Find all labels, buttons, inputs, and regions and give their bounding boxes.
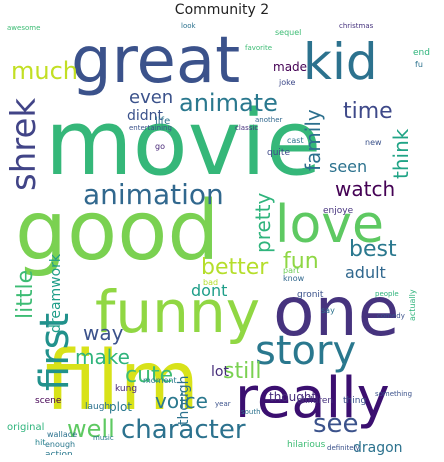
word-classic: classic bbox=[235, 124, 259, 132]
word-laugh: laugh bbox=[85, 402, 111, 412]
word-kung: kung bbox=[115, 384, 138, 394]
word-film: film bbox=[45, 334, 200, 429]
word-story: story bbox=[255, 328, 357, 374]
word-cloud: movie good film great one funny really k… bbox=[5, 21, 430, 455]
word-cute: cute bbox=[125, 363, 174, 388]
word-animate: animate bbox=[179, 89, 278, 117]
word-children: children bbox=[297, 396, 334, 406]
word-original: original bbox=[7, 422, 45, 433]
chart-title: Community 2 bbox=[174, 2, 270, 18]
word-comedy: comedy bbox=[377, 312, 405, 320]
word-fu: fu bbox=[415, 60, 423, 69]
word-much: much bbox=[11, 57, 78, 85]
word-shrek: shrek bbox=[5, 97, 44, 191]
word-love: love bbox=[275, 195, 385, 255]
word-scene: scene bbox=[35, 396, 62, 406]
word-look: look bbox=[181, 22, 196, 30]
word-another: another bbox=[255, 116, 283, 124]
word-definitely: definitely bbox=[327, 444, 360, 452]
word-year: year bbox=[215, 400, 231, 408]
word-way: way bbox=[83, 321, 124, 345]
word-didnt: didnt bbox=[127, 108, 164, 124]
word-say: say bbox=[321, 306, 335, 315]
word-something: something bbox=[375, 390, 413, 398]
word-still: still bbox=[223, 359, 262, 384]
word-bad: bad bbox=[203, 278, 219, 287]
word-one: one bbox=[273, 273, 400, 352]
word-really: really bbox=[235, 366, 390, 431]
word-enough: enough bbox=[45, 440, 76, 449]
word-best: best bbox=[349, 237, 397, 262]
word-sequel: sequel bbox=[275, 28, 302, 37]
word-go: go bbox=[155, 142, 165, 151]
word-great: great bbox=[71, 24, 241, 98]
word-joke: joke bbox=[279, 78, 296, 87]
word-gronit: gronit bbox=[297, 290, 324, 300]
word-even: even bbox=[129, 87, 174, 108]
word-think: think bbox=[389, 128, 413, 179]
word-moment: moment bbox=[143, 376, 177, 385]
word-know: know bbox=[283, 274, 305, 283]
word-action: action bbox=[45, 450, 73, 456]
word-kid: kid bbox=[303, 33, 378, 91]
word-watch: watch bbox=[335, 177, 396, 201]
word-movie: movie bbox=[45, 91, 322, 196]
word-awesome: awesome bbox=[7, 24, 41, 32]
word-plot: plot bbox=[109, 400, 132, 414]
word-wallace: wallace bbox=[47, 430, 78, 439]
word-dragon: dragon bbox=[353, 440, 403, 455]
word-dreamwork: dreamwork bbox=[48, 253, 64, 333]
word-hit: hit bbox=[35, 438, 46, 447]
word-make: make bbox=[75, 345, 130, 369]
word-enjoye: enjoye bbox=[323, 206, 354, 216]
word-see: see bbox=[313, 409, 359, 439]
word-new: new bbox=[365, 138, 382, 147]
word-dont: dont bbox=[191, 281, 228, 300]
word-hilarious: hilarious bbox=[287, 440, 326, 450]
word-lot: lot bbox=[211, 364, 229, 380]
word-thought: thought bbox=[269, 390, 317, 404]
word-people: people bbox=[375, 290, 399, 298]
word-life: life bbox=[155, 116, 171, 127]
word-christmas: christmas bbox=[339, 22, 374, 30]
word-favorite: favorite bbox=[245, 44, 273, 52]
word-funny: funny bbox=[95, 278, 261, 346]
word-south: south bbox=[241, 408, 261, 416]
word-good: good bbox=[15, 184, 220, 279]
word-time: time bbox=[343, 99, 393, 124]
word-little: little bbox=[13, 269, 38, 319]
word-made: made bbox=[273, 60, 308, 74]
word-seen: seen bbox=[329, 157, 368, 176]
word-quite: quite bbox=[267, 148, 290, 158]
word-better: better bbox=[201, 255, 269, 280]
word-voice: voice bbox=[155, 389, 208, 413]
word-music: music bbox=[93, 434, 114, 442]
word-cast: cast bbox=[287, 136, 304, 145]
word-well: well bbox=[67, 415, 115, 443]
word-end: end bbox=[413, 48, 430, 58]
word-pretty: pretty bbox=[251, 192, 275, 253]
word-entertaining: entertaining bbox=[129, 124, 172, 132]
word-character: character bbox=[121, 415, 246, 445]
word-part: part bbox=[283, 266, 300, 275]
word-though: though bbox=[176, 375, 192, 425]
word-adult: adult bbox=[345, 263, 386, 282]
word-family: family bbox=[301, 109, 325, 171]
word-thing: thing bbox=[343, 396, 367, 406]
word-fun: fun bbox=[283, 249, 319, 274]
word-animation: animation bbox=[83, 178, 224, 211]
word-actually: actually bbox=[408, 289, 417, 321]
